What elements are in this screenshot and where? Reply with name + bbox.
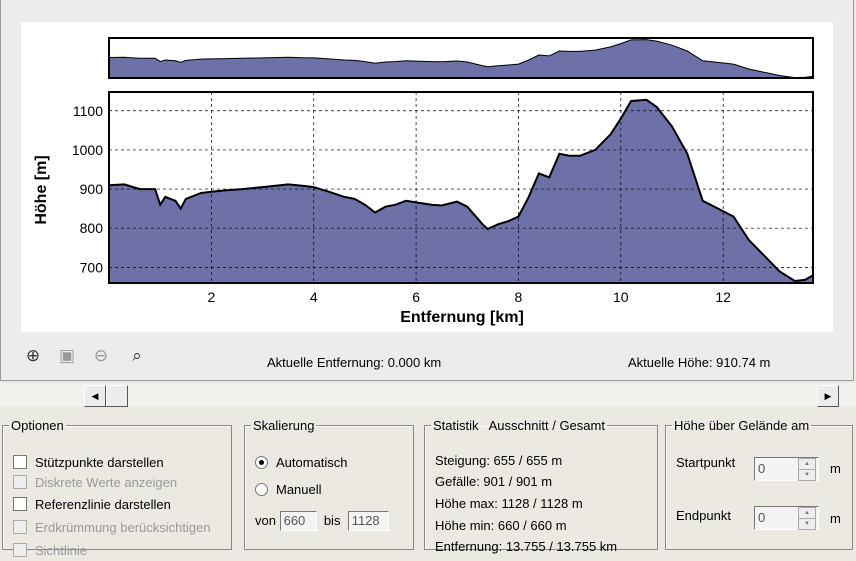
overview-line bbox=[108, 39, 814, 79]
stat-max-height: Höhe max: 1128 / 1128 m bbox=[435, 496, 583, 511]
plot-frame bbox=[108, 91, 814, 284]
zoom-in-icon[interactable]: ⊕ bbox=[25, 346, 41, 365]
from-label: von bbox=[255, 513, 276, 528]
x-axis-label: Entfernung [km] bbox=[400, 309, 524, 326]
start-unit: m bbox=[830, 461, 841, 476]
zoom-reset-icon[interactable]: ⌕ bbox=[132, 346, 142, 365]
radio-automatic[interactable]: Automatisch bbox=[255, 453, 348, 473]
elevation-line bbox=[108, 98, 814, 283]
x-tick-label: 10 bbox=[613, 289, 629, 305]
y-tick-label: 800 bbox=[80, 220, 104, 236]
statistics-group: Statistik Ausschnitt / Gesamt Steigung: … bbox=[424, 418, 658, 554]
from-input[interactable]: 660 bbox=[279, 511, 317, 531]
y-tick-label: 1000 bbox=[72, 142, 103, 158]
end-unit: m bbox=[830, 511, 841, 526]
stat-min-height: Höhe min: 660 / 660 m bbox=[435, 518, 567, 533]
statistics-title: Statistik Ausschnitt / Gesamt bbox=[433, 418, 605, 433]
scaling-group: Skalierung Automatisch Manuell von 660 b… bbox=[244, 418, 414, 550]
x-tick-label: 8 bbox=[515, 289, 523, 305]
end-label: Endpunkt bbox=[676, 508, 731, 523]
checkbox-erdkruemmung: Erdkrümmung berücksichtigen bbox=[13, 518, 211, 538]
radio-manual[interactable]: Manuell bbox=[255, 480, 322, 500]
start-spinner[interactable]: 0 ▲ ▼ bbox=[754, 457, 819, 481]
to-input[interactable]: 1128 bbox=[347, 511, 389, 531]
scaling-title: Skalierung bbox=[253, 418, 315, 433]
elevation-area bbox=[109, 99, 813, 283]
checkbox-sichtlinie: Sichtlinie bbox=[13, 541, 87, 561]
checkbox-diskrete-werte: Diskrete Werte anzeigen bbox=[13, 473, 177, 493]
end-spinner[interactable]: 0 ▲ ▼ bbox=[754, 506, 819, 530]
horizontal-scrollbar[interactable] bbox=[0, 383, 856, 407]
scroll-left-button[interactable]: ◀ bbox=[84, 385, 106, 407]
scroll-thumb[interactable] bbox=[106, 385, 128, 407]
elevation-chart[interactable]: 2 4 6 8 10 12 700 800 900 1000 1100 Entfernung [km… bbox=[1, 0, 853, 340]
x-tick-label: 12 bbox=[715, 289, 731, 305]
y-tick-label: 700 bbox=[80, 259, 104, 275]
x-tick-label: 4 bbox=[310, 289, 318, 305]
checkbox-stuetzpunkte[interactable]: Stützpunkte darstellen bbox=[13, 453, 164, 473]
current-height: Aktuelle Höhe: 910.74 m bbox=[628, 355, 771, 370]
spin-down-icon[interactable]: ▼ bbox=[798, 469, 816, 481]
stat-ascent: Steigung: 655 / 655 m bbox=[435, 453, 563, 468]
terrain-title: Höhe über Gelände am bbox=[674, 418, 810, 433]
scroll-right-button[interactable]: ▶ bbox=[817, 385, 839, 407]
stat-descent: Gefälle: 901 / 901 m bbox=[435, 474, 553, 489]
to-label: bis bbox=[323, 513, 341, 528]
y-tick-label: 900 bbox=[80, 181, 104, 197]
checkbox-referenzlinie[interactable]: Referenzlinie darstellen bbox=[13, 495, 171, 515]
y-axis-label: Höhe [m] bbox=[33, 155, 50, 224]
stat-distance: Entfernung: 13.755 / 13.755 km bbox=[435, 539, 618, 554]
current-distance: Aktuelle Entfernung: 0.000 km bbox=[267, 355, 442, 370]
zoom-out-icon[interactable]: ⊖ bbox=[93, 346, 109, 365]
x-tick-label: 2 bbox=[207, 289, 215, 305]
overview-elevation-area bbox=[109, 39, 813, 78]
x-tick-label: 6 bbox=[412, 289, 420, 305]
spin-down-icon[interactable]: ▼ bbox=[798, 518, 816, 530]
options-group: Optionen Stützpunkte darstellen Diskrete… bbox=[2, 418, 232, 558]
plot-frame bbox=[108, 37, 814, 79]
options-title: Optionen bbox=[11, 418, 64, 433]
terrain-height-group: Höhe über Gelände am Startpunkt 0 ▲ ▼ m En… bbox=[665, 418, 853, 550]
start-label: Startpunkt bbox=[676, 455, 736, 470]
zoom-box-icon[interactable]: ▣ bbox=[58, 346, 76, 365]
chart-panel: 2 4 6 8 10 12 700 800 900 1000 1100 Entfernung [km… bbox=[0, 0, 854, 381]
y-tick-label: 1100 bbox=[73, 103, 103, 119]
